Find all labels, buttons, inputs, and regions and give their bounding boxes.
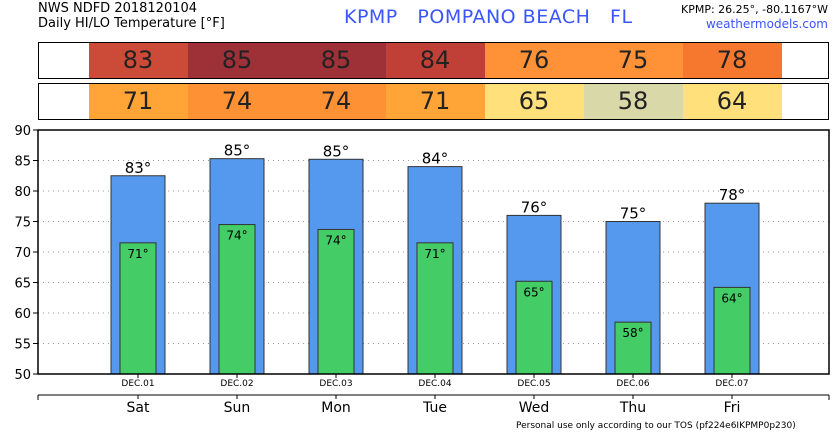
high-temp-label: 85° <box>224 142 251 160</box>
product-label: Daily HI/LO Temperature [°F] <box>38 16 225 31</box>
low-temp-cell: 65 <box>484 84 584 119</box>
date-label: DEC.04 <box>418 379 451 389</box>
y-tick-label: 70 <box>14 246 31 261</box>
date-label: DEC.05 <box>517 379 550 389</box>
y-tick-label: 80 <box>14 185 31 200</box>
tos-notice: Personal use only according to our TOS (… <box>516 421 796 431</box>
y-tick-label: 50 <box>14 368 31 383</box>
high-temp-cell: 76 <box>484 43 584 78</box>
header-right: KPMP: 26.25°, -80.1167°W weathermodels.c… <box>681 2 828 32</box>
low-temp-cell: 74 <box>286 84 386 119</box>
y-tick-label: 75 <box>14 216 31 231</box>
high-temp-band: 83 85 85 84 76 75 78 <box>38 42 829 79</box>
station-state: FL <box>610 6 633 28</box>
station-title: KPMP POMPANO BEACH FL <box>344 6 633 28</box>
high-temp-label: 76° <box>521 198 548 216</box>
high-temp-cell: 83 <box>88 43 188 78</box>
plot-frame <box>37 129 830 375</box>
header-left: NWS NDFD 2018120104 Daily HI/LO Temperat… <box>38 1 225 31</box>
low-temp-cell: 58 <box>583 84 683 119</box>
site-link[interactable]: weathermodels.com <box>705 17 828 31</box>
y-tick-label: 90 <box>14 124 31 139</box>
low-temp-label: 58° <box>622 326 643 340</box>
day-label: Thu <box>619 400 646 416</box>
low-temp-cell: 71 <box>88 84 188 119</box>
low-temp-label: 65° <box>523 285 544 299</box>
high-temp-label: 78° <box>719 186 746 204</box>
y-tick-label: 65 <box>14 277 31 292</box>
low-temp-bar <box>119 242 157 375</box>
date-label: DEC.07 <box>715 379 748 389</box>
low-temp-cell: 74 <box>187 84 287 119</box>
day-label: Fri <box>724 400 741 416</box>
low-temp-label: 71° <box>424 247 445 261</box>
day-label: Tue <box>422 400 447 416</box>
day-label: Sat <box>127 400 150 416</box>
low-temp-label: 74° <box>226 229 247 243</box>
station-id: KPMP <box>344 6 398 28</box>
low-temp-bar <box>416 242 454 375</box>
low-temp-bar <box>614 321 652 375</box>
high-temp-label: 75° <box>620 205 647 223</box>
high-temp-cell: 84 <box>385 43 485 78</box>
low-temp-label: 64° <box>721 291 742 305</box>
high-temp-label: 83° <box>125 159 152 177</box>
low-temp-band: 71 74 74 71 65 58 64 <box>38 83 829 120</box>
day-label: Wed <box>519 400 550 416</box>
high-temp-cell: 85 <box>187 43 287 78</box>
low-temp-cell: 71 <box>385 84 485 119</box>
low-temp-bar <box>218 224 256 375</box>
low-temp-label: 71° <box>127 247 148 261</box>
station-location: POMPANO BEACH <box>417 6 591 28</box>
high-temp-cell: 78 <box>682 43 782 78</box>
low-temp-bar <box>317 228 355 375</box>
high-temp-label: 84° <box>422 150 449 168</box>
day-label: Mon <box>321 400 351 416</box>
low-temp-label: 74° <box>325 233 346 247</box>
high-temp-cell: 85 <box>286 43 386 78</box>
low-temp-cell: 64 <box>682 84 782 119</box>
high-temp-label: 85° <box>323 142 350 160</box>
y-tick-label: 85 <box>14 155 31 170</box>
day-label: Sun <box>224 400 251 416</box>
y-tick-label: 60 <box>14 307 31 322</box>
low-temp-bar <box>713 286 751 375</box>
coordinates: KPMP: 26.25°, -80.1167°W <box>681 3 828 16</box>
date-label: DEC.01 <box>121 379 154 389</box>
y-tick-label: 55 <box>14 338 31 353</box>
date-label: DEC.06 <box>616 379 649 389</box>
low-temp-bar <box>515 280 553 375</box>
date-label: DEC.02 <box>220 379 253 389</box>
high-temp-cell: 75 <box>583 43 683 78</box>
date-label: DEC.03 <box>319 379 352 389</box>
model-run-label: NWS NDFD 2018120104 <box>38 1 198 16</box>
